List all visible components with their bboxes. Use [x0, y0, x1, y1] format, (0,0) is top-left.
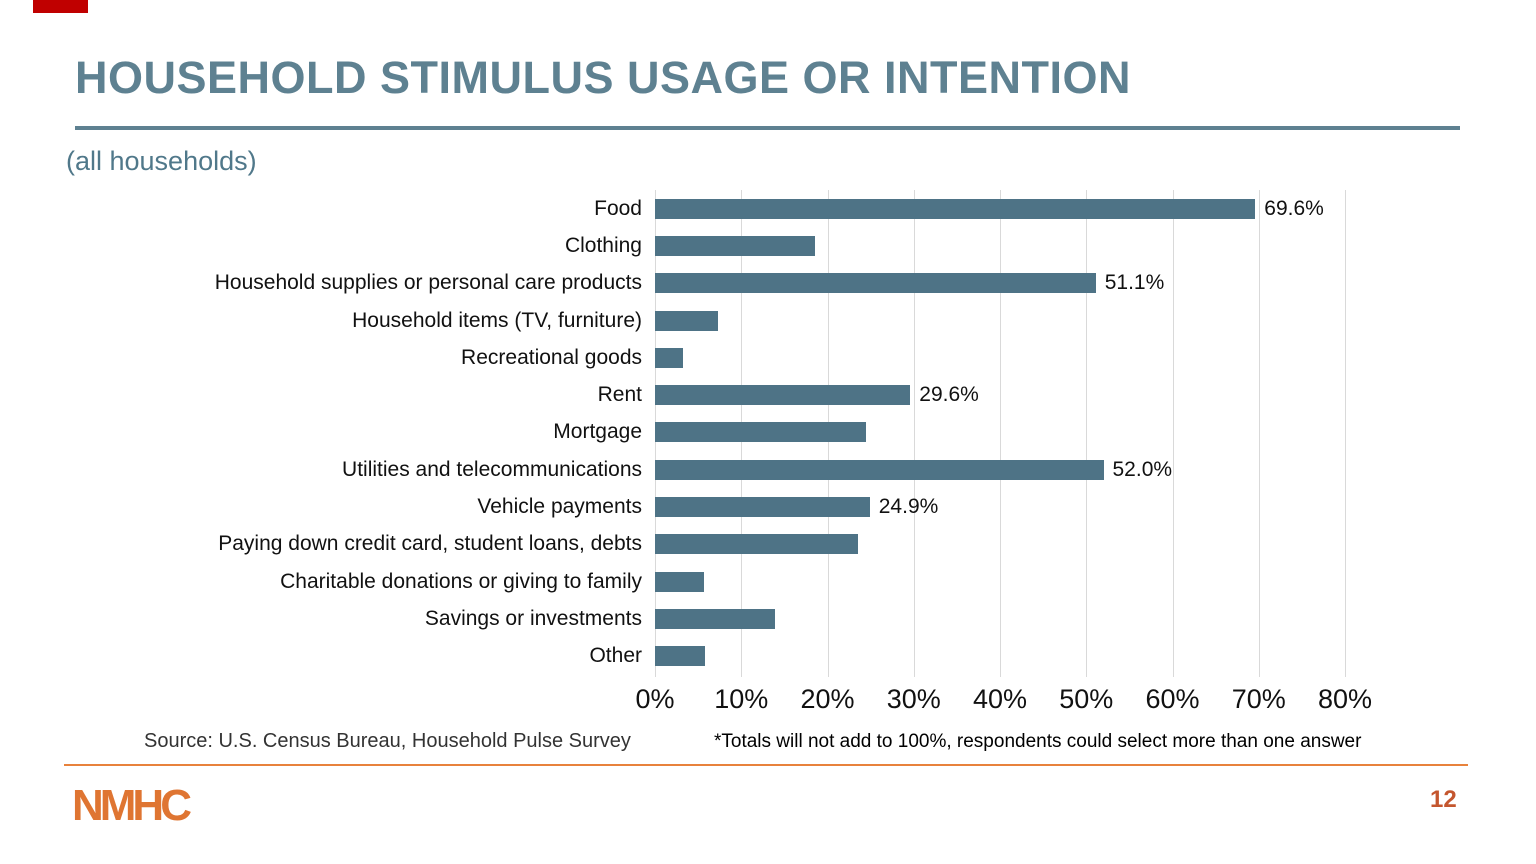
chart-row: Other	[0, 638, 1360, 675]
bar-area: 29.6%	[655, 376, 1360, 413]
bar-area: 52.0%	[655, 451, 1360, 488]
bar-area	[655, 526, 1360, 563]
category-label: Savings or investments	[424, 606, 642, 630]
bar-area	[655, 414, 1360, 451]
bar-area	[655, 339, 1360, 376]
x-tick-label: 20%	[800, 684, 855, 714]
x-tick-label: 50%	[1059, 684, 1114, 714]
x-tick-label: 10%	[714, 684, 769, 714]
category-label: Recreational goods	[461, 345, 642, 369]
bar-area: 69.6%	[655, 190, 1360, 227]
chart-row: Mortgage	[0, 414, 1360, 451]
bar	[655, 571, 705, 592]
x-tick-label: 60%	[1145, 684, 1200, 714]
chart-row: Clothing	[0, 227, 1360, 264]
gridline	[1345, 190, 1346, 677]
chart-row: Savings or investments	[0, 600, 1360, 637]
gridline	[1172, 190, 1174, 677]
value-label: 51.1%	[1104, 271, 1165, 295]
chart-rows: Food 69.6% Clothing Household supplies or p…	[0, 190, 1360, 675]
chart-row: Rent 29.6%	[0, 376, 1360, 413]
bar	[655, 273, 1096, 294]
gridline	[1086, 190, 1088, 677]
chart-row: Recreational goods	[0, 339, 1360, 376]
value-label: 24.9%	[878, 495, 939, 519]
chart-row: Paying down credit card, student loans, …	[0, 526, 1360, 563]
category-label: Household supplies or personal care prod…	[214, 271, 642, 295]
x-tick-label: 40%	[972, 684, 1028, 714]
value-label: 52.0%	[1112, 457, 1173, 481]
x-tick-label: 80%	[1317, 684, 1373, 714]
x-axis: 0% 10% 20% 30% 40% 50% 60% 70% 80%	[635, 684, 1372, 720]
category-label: Vehicle payments	[477, 495, 642, 519]
bar-area	[655, 227, 1360, 264]
slide-title: HOUSEHOLD STIMULUS USAGE OR INTENTION	[75, 52, 1132, 103]
bar-area	[655, 563, 1360, 600]
category-label: Paying down credit card, student loans, …	[218, 532, 642, 556]
bar-area	[655, 638, 1360, 675]
title-divider	[75, 126, 1460, 130]
chart-row: Vehicle payments 24.9%	[0, 488, 1360, 525]
bar	[655, 422, 867, 443]
bar	[655, 235, 816, 256]
slide-subtitle: (all households)	[66, 146, 257, 176]
value-label: 29.6%	[919, 383, 979, 407]
bar	[655, 646, 706, 667]
x-tick-label: 30%	[886, 684, 941, 714]
bar	[655, 497, 870, 518]
category-label: Utilities and telecommunications	[342, 457, 642, 481]
category-label: Other	[589, 644, 642, 668]
x-tick-label: 0%	[635, 684, 675, 714]
footnote: *Totals will not add to 100%, respondent…	[714, 731, 1362, 752]
bar-area	[655, 302, 1360, 339]
bar-area	[655, 600, 1360, 637]
chart-row: Utilities and telecommunications 52.0%	[0, 451, 1360, 488]
category-label: Charitable donations or giving to family	[280, 569, 642, 593]
bar	[655, 347, 683, 368]
chart-row: Household items (TV, furniture)	[0, 302, 1360, 339]
bar-area: 51.1%	[655, 265, 1360, 302]
gridline	[913, 190, 915, 677]
bar	[655, 310, 718, 331]
bar	[655, 608, 775, 629]
bar	[655, 534, 858, 555]
category-label: Rent	[597, 383, 642, 407]
gridline	[1000, 190, 1001, 677]
page-number: 12	[1430, 786, 1457, 813]
bar	[655, 198, 1256, 219]
bar-chart: Food 69.6% Clothing Household supplies or p…	[0, 190, 1372, 730]
source-note: Source: U.S. Census Bureau, Household Pu…	[144, 730, 631, 752]
chart-row: Food 69.6%	[0, 190, 1360, 227]
footer-divider	[64, 764, 1468, 766]
category-label: Household items (TV, furniture)	[352, 308, 642, 332]
chart-row: Household supplies or personal care prod…	[0, 265, 1360, 302]
chart-row: Charitable donations or giving to family	[0, 563, 1360, 600]
red-marker	[33, 0, 88, 13]
bar	[655, 459, 1104, 480]
category-label: Mortgage	[553, 420, 642, 444]
nmhc-logo: NMHC	[72, 781, 192, 830]
gridline	[1258, 190, 1260, 677]
bar	[655, 385, 911, 406]
bar-area: 24.9%	[655, 488, 1360, 525]
x-tick-label: 70%	[1231, 684, 1286, 714]
category-label: Clothing	[564, 233, 642, 257]
value-label: 69.6%	[1264, 196, 1324, 220]
category-label: Food	[594, 196, 642, 220]
